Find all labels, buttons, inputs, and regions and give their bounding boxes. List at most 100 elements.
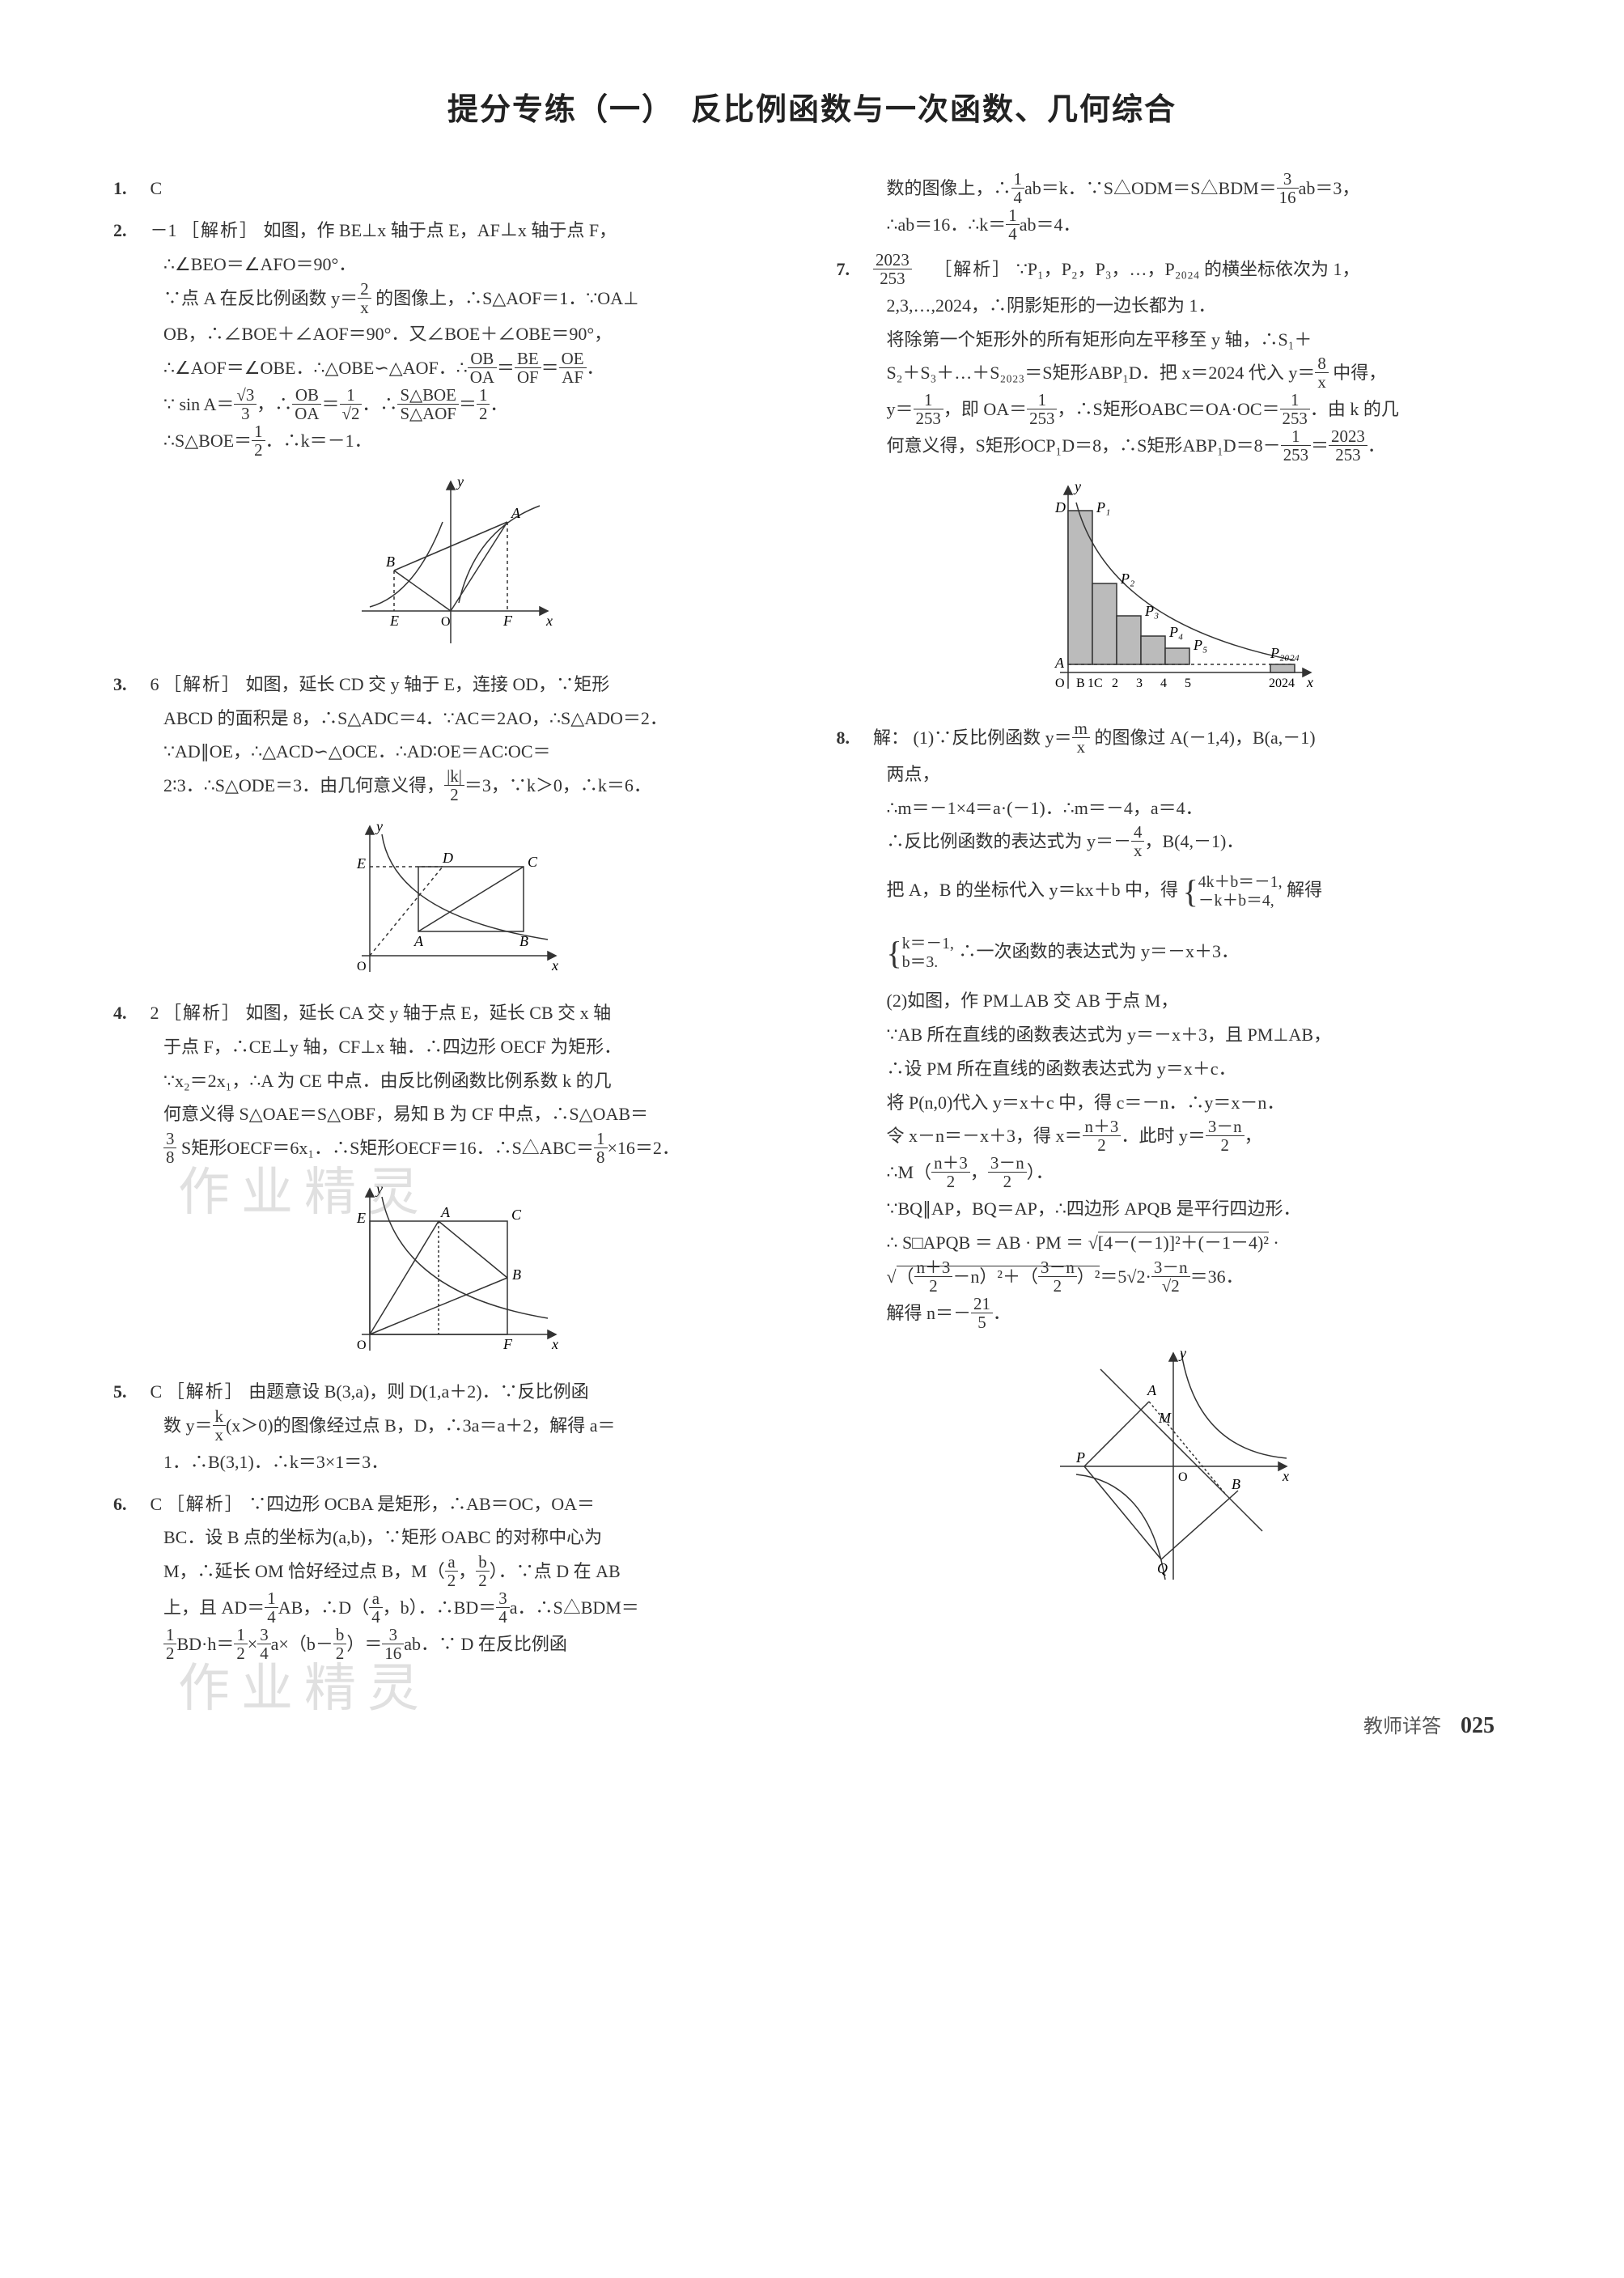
analysis-label: ［解析］ bbox=[163, 674, 241, 694]
svg-text:C: C bbox=[1094, 677, 1103, 690]
svg-text:P₃: P₃ bbox=[1144, 603, 1159, 619]
problem-2: 2. －1 ［解析］ 如图，作 BE⊥x 轴于点 E，AF⊥x 轴于点 F， ∴… bbox=[113, 214, 788, 651]
svg-text:O: O bbox=[357, 960, 367, 974]
svg-text:x: x bbox=[1306, 674, 1313, 690]
analysis-label: ［解析］ bbox=[163, 1003, 241, 1023]
text: 何意义得，S矩形OCP₁D＝8，∴S矩形ABP₁D＝8－1253＝2023253… bbox=[837, 429, 1512, 465]
svg-text:4: 4 bbox=[1160, 677, 1167, 690]
analysis-label: ［解析］ bbox=[934, 259, 1011, 279]
problem-number: 5. bbox=[113, 1375, 146, 1409]
svg-text:F: F bbox=[502, 1336, 513, 1352]
answer-letter: C bbox=[151, 1381, 163, 1402]
text: 于点 F，∴CE⊥y 轴，CF⊥x 轴．∴四边形 OECF 为矩形． bbox=[113, 1030, 788, 1064]
svg-text:x: x bbox=[1282, 1468, 1289, 1484]
text: ∵P₁，P₂，P₃，…，P₂₀₂₄ 的横坐标依次为 1， bbox=[1016, 259, 1360, 279]
text: 上，且 AD＝14AB，∴D（a4，b）．∴BD＝34a．∴S△BDM＝ bbox=[113, 1591, 788, 1627]
content-columns: 1. C 2. －1 ［解析］ 如图，作 BE⊥x 轴于点 E，AF⊥x 轴于点… bbox=[113, 172, 1511, 1672]
text: BC．设 B 点的坐标为(a,b)，∵矩形 OABC 的对称中心为 bbox=[113, 1521, 788, 1555]
answer-letter: C bbox=[151, 178, 163, 198]
svg-text:B: B bbox=[512, 1266, 521, 1283]
text: ∵ sin A＝√33，∴OBOA＝1√2．∴S△BOES△AOF＝12． bbox=[113, 388, 788, 424]
svg-text:B: B bbox=[519, 933, 528, 949]
text: 如图，延长 CD 交 y 轴于 E，连接 OD，∵矩形 bbox=[246, 674, 610, 694]
problem-number: 8. bbox=[837, 721, 869, 755]
text: 12BD·h＝12×34a×（b－b2）＝316ab．∵ D 在反比例函 bbox=[113, 1627, 788, 1664]
text: 两点， bbox=[837, 757, 1512, 791]
figure-p3: x y O E D C A B bbox=[337, 818, 564, 980]
svg-text:Q: Q bbox=[1157, 1560, 1168, 1576]
svg-text:B: B bbox=[1232, 1476, 1240, 1492]
analysis-label: ［解析］ bbox=[181, 220, 259, 240]
text: OB，∴∠BOE＋∠AOF＝90°．又∠BOE＋∠OBE＝90°， bbox=[113, 317, 788, 351]
text: ∴ab＝16．∴k＝14ab＝4． bbox=[837, 208, 1512, 244]
text: y＝1253，即 OA＝1253，∴S矩形OABC＝OA·OC＝1253．由 k… bbox=[837, 392, 1512, 429]
svg-text:B: B bbox=[386, 554, 395, 570]
text: ∵四边形 OCBA 是矩形，∴AB＝OC，OA＝ bbox=[248, 1494, 595, 1514]
text: 2,3,…,2024，∴阴影矩形的一边长都为 1． bbox=[837, 289, 1512, 323]
problem-6: 6. C ［解析］ ∵四边形 OCBA 是矩形，∴AB＝OC，OA＝ BC．设 … bbox=[113, 1487, 788, 1664]
text: ∴ S□APQB ＝ AB · PM ＝ √[4－(－1)]²＋(－1－4)² … bbox=[837, 1226, 1512, 1260]
text: 数的图像上，∴14ab＝k．∵S△ODM＝S△BDM＝316ab＝3， bbox=[837, 172, 1512, 208]
svg-text:O: O bbox=[441, 615, 451, 629]
text: ∴∠AOF＝∠OBE．∴△OBE∽△AOF．∴OBOA＝BEOF＝OEAF． bbox=[113, 351, 788, 388]
problem-number: 1. bbox=[113, 172, 146, 206]
text: 数 y＝kx(x＞0)的图像经过点 B，D，∴3a＝a＋2，解得 a＝ bbox=[113, 1409, 788, 1445]
text: ∴∠BEO＝∠AFO＝90°． bbox=[113, 248, 788, 282]
text: ∵x₂＝2x₁，∴A 为 CE 中点．由反比例函数比例系数 k 的几 bbox=[113, 1064, 788, 1098]
problem-number: 2. bbox=[113, 214, 146, 248]
footer-label: 教师详答 bbox=[1363, 1708, 1441, 1746]
left-column: 1. C 2. －1 ［解析］ 如图，作 BE⊥x 轴于点 E，AF⊥x 轴于点… bbox=[113, 172, 788, 1672]
text: ∴反比例函数的表达式为 y＝－4x，B(4,－1)． bbox=[837, 825, 1512, 861]
text: ∴设 PM 所在直线的函数表达式为 y＝x＋c． bbox=[837, 1052, 1512, 1086]
svg-text:P₄: P₄ bbox=[1168, 624, 1183, 640]
problem-number: 7. bbox=[837, 252, 869, 286]
svg-text:M: M bbox=[1158, 1410, 1172, 1426]
page-footer: 教师详答 025 bbox=[113, 1704, 1511, 1747]
text: ∵BQ∥AP，BQ＝AP，∴四边形 APQB 是平行四边形． bbox=[837, 1192, 1512, 1226]
problem-5: 5. C ［解析］ 由题意设 B(3,a)，则 D(1,a＋2)．∵反比例函 数… bbox=[113, 1375, 788, 1478]
svg-text:2: 2 bbox=[1112, 677, 1118, 690]
problem-4: 4. 2 ［解析］ 如图，延长 CA 交 y 轴于点 E，延长 CB 交 x 轴… bbox=[113, 996, 788, 1359]
figure-p4: x y O E A C B F bbox=[337, 1181, 564, 1359]
svg-text:P₂₀₂₄: P₂₀₂₄ bbox=[1270, 645, 1300, 661]
figure-p2: x y O B A E F bbox=[346, 473, 556, 651]
svg-text:D: D bbox=[442, 850, 453, 866]
svg-text:F: F bbox=[502, 613, 513, 629]
text: (1)∵反比例函数 y＝mx 的图像过 A(－1,4)，B(a,－1) bbox=[914, 728, 1316, 748]
text: ∵AB 所在直线的函数表达式为 y＝－x＋3，且 PM⊥AB， bbox=[837, 1018, 1512, 1052]
answer-value: 6 bbox=[151, 674, 159, 694]
svg-text:O: O bbox=[1178, 1470, 1188, 1484]
figure-p7: x y O D P₁ P₂ P₃ P₄ P₅ P₂₀₂₄ A B 1 C 2 3… bbox=[1028, 478, 1319, 705]
svg-text:P: P bbox=[1075, 1449, 1085, 1466]
text: S₂＋S₃＋…＋S₂₀₂₃＝S矩形ABP₁D．把 x＝2024 代入 y＝8x … bbox=[837, 356, 1512, 392]
svg-text:y: y bbox=[1178, 1345, 1186, 1361]
text: 将除第一个矩形外的所有矩形向左平移至 y 轴，∴S₁＋ bbox=[837, 323, 1512, 357]
footer-page-number: 025 bbox=[1461, 1704, 1495, 1747]
svg-text:D: D bbox=[1054, 499, 1066, 515]
answer-letter: C bbox=[151, 1494, 163, 1514]
text: 如图，延长 CA 交 y 轴于点 E，延长 CB 交 x 轴 bbox=[246, 1003, 612, 1023]
text: ∵AD∥OE，∴△ACD∽△OCE．∴AD∶OE＝AC∶OC＝ bbox=[113, 735, 788, 769]
svg-text:O: O bbox=[1055, 677, 1065, 690]
text: 2∶3．∴S△ODE＝3．由几何意义得，|k|2＝3，∵k＞0，∴k＝6． bbox=[113, 769, 788, 805]
svg-text:O: O bbox=[357, 1338, 367, 1352]
problem-7: 7. 2023253 ［解析］ ∵P₁，P₂，P₃，…，P₂₀₂₄ 的横坐标依次… bbox=[837, 252, 1512, 705]
analysis-label: ［解析］ bbox=[167, 1381, 244, 1402]
svg-text:y: y bbox=[375, 1181, 383, 1197]
svg-text:2024: 2024 bbox=[1269, 677, 1295, 690]
problem-number: 6. bbox=[113, 1487, 146, 1521]
text: 将 P(n,0)代入 y＝x＋c 中，得 c＝－n．∴y＝x－n． bbox=[837, 1086, 1512, 1120]
svg-text:A: A bbox=[511, 505, 521, 521]
svg-text:5: 5 bbox=[1185, 677, 1191, 690]
text: 38 S矩形OECF＝6x₁．∴S矩形OECF＝16．∴S△ABC＝18×16＝… bbox=[113, 1131, 788, 1168]
svg-text:B: B bbox=[1076, 677, 1085, 690]
page-title: 提分专练（一） 反比例函数与一次函数、几何综合 bbox=[113, 81, 1511, 139]
svg-text:E: E bbox=[356, 1210, 366, 1226]
text: 由题意设 B(3,a)，则 D(1,a＋2)．∵反比例函 bbox=[248, 1381, 588, 1402]
problem-number: 3. bbox=[113, 668, 146, 702]
text: 何意义得 S△OAE＝S△OBF，易知 B 为 CF 中点，∴S△OAB＝ bbox=[113, 1097, 788, 1131]
svg-text:A: A bbox=[440, 1204, 451, 1220]
svg-text:C: C bbox=[528, 854, 538, 870]
figure-p8: x y O A M P B Q bbox=[1052, 1345, 1295, 1588]
text: 解得 n＝－215． bbox=[837, 1296, 1512, 1333]
